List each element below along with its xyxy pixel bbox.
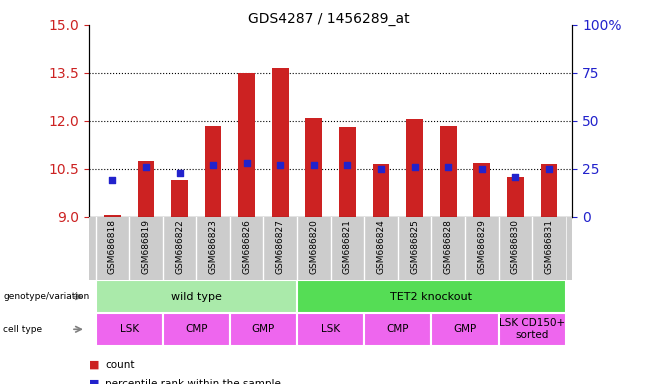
Text: GSM686829: GSM686829 [477,219,486,274]
Text: GSM686824: GSM686824 [376,219,386,274]
Bar [432,313,499,346]
Bar [205,126,222,217]
Text: GSM686827: GSM686827 [276,219,285,274]
Text: genotype/variation: genotype/variation [3,292,89,301]
Point [510,174,520,180]
Text: GSM686831: GSM686831 [544,219,553,274]
Bar [95,313,163,346]
Text: LSK CD150+
sorted: LSK CD150+ sorted [499,318,565,340]
Bar [372,164,390,217]
Bar [297,280,566,313]
Bar [95,280,297,313]
Point [342,162,353,168]
Text: GDS4287 / 1456289_at: GDS4287 / 1456289_at [248,12,410,25]
Text: percentile rank within the sample: percentile rank within the sample [105,379,281,384]
Bar [171,180,188,217]
Point [309,162,319,168]
Bar [297,313,365,346]
Text: GSM686819: GSM686819 [141,219,151,274]
Point [409,164,420,170]
Text: GSM686818: GSM686818 [108,219,117,274]
Bar [499,313,566,346]
Bar [339,127,356,217]
Bar [473,162,490,217]
Text: GSM686821: GSM686821 [343,219,352,274]
Text: CMP: CMP [386,324,409,334]
Point [544,166,554,172]
Text: GMP: GMP [252,324,275,334]
Bar [272,68,289,217]
Bar [238,73,255,217]
Bar [305,118,322,217]
Text: cell type: cell type [3,325,42,334]
Text: LSK: LSK [321,324,340,334]
Text: ■: ■ [89,360,103,370]
Bar [104,215,120,217]
Bar [138,161,155,217]
Point [241,160,252,166]
Point [174,170,185,176]
Text: count: count [105,360,135,370]
Point [443,164,453,170]
Text: wild type: wild type [171,291,222,302]
Point [107,177,118,184]
Text: GMP: GMP [453,324,476,334]
Text: GSM686830: GSM686830 [511,219,520,274]
Point [141,164,151,170]
Point [275,162,286,168]
Text: GSM686828: GSM686828 [443,219,453,274]
Point [376,166,386,172]
Text: GSM686825: GSM686825 [410,219,419,274]
Text: CMP: CMP [185,324,207,334]
Bar [406,119,423,217]
Text: GSM686822: GSM686822 [175,219,184,274]
Text: LSK: LSK [120,324,139,334]
Bar [163,313,230,346]
Bar [507,177,524,217]
Point [476,166,487,172]
Bar [365,313,432,346]
Text: GSM686823: GSM686823 [209,219,218,274]
Text: GSM686826: GSM686826 [242,219,251,274]
Point [208,162,218,168]
Bar [230,313,297,346]
Text: TET2 knockout: TET2 knockout [390,291,472,302]
Bar [541,164,557,217]
Bar [440,126,457,217]
Text: ■: ■ [89,379,103,384]
Text: GSM686820: GSM686820 [309,219,318,274]
